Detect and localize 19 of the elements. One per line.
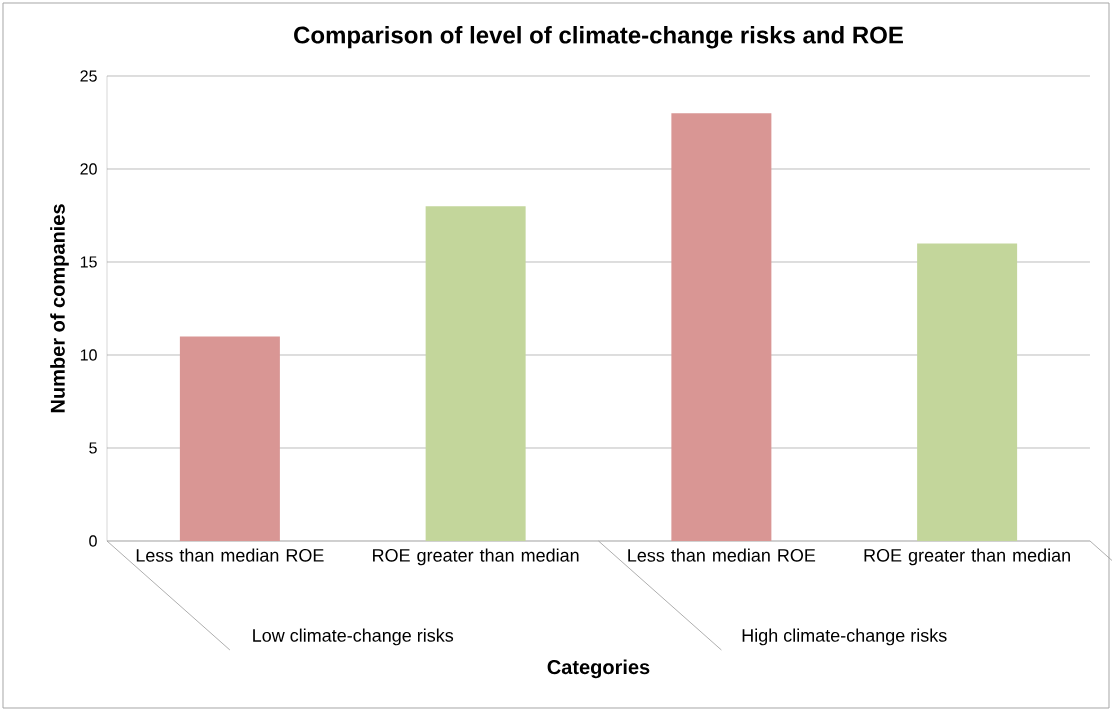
bar bbox=[671, 113, 772, 541]
chart-title: Comparison of level of climate-change risks and ROE bbox=[294, 25, 903, 49]
text: High climate-change risks bbox=[742, 628, 947, 646]
y-tick-label: 25 bbox=[80, 70, 97, 82]
bar bbox=[179, 336, 280, 541]
bar bbox=[425, 206, 526, 541]
y-tick-label: 10 bbox=[80, 349, 97, 361]
x-tick-label: ROE greater than median bbox=[373, 548, 579, 566]
y-tick-label: 20 bbox=[80, 163, 97, 175]
x-axis-title: Categories bbox=[547, 659, 650, 679]
y-tick-label: 5 bbox=[89, 442, 97, 454]
text: Low climate-change risks bbox=[253, 628, 454, 646]
x-tick-label: Less than median ROE bbox=[136, 548, 324, 562]
x-tick-label: Less than median ROE bbox=[628, 548, 816, 562]
bar bbox=[917, 243, 1018, 541]
x-tick-label: ROE greater than median bbox=[864, 548, 1070, 566]
y-axis-title: Number of companies bbox=[50, 204, 69, 413]
y-tick-label: 0 bbox=[89, 535, 97, 547]
y-tick-label: 15 bbox=[80, 256, 97, 268]
